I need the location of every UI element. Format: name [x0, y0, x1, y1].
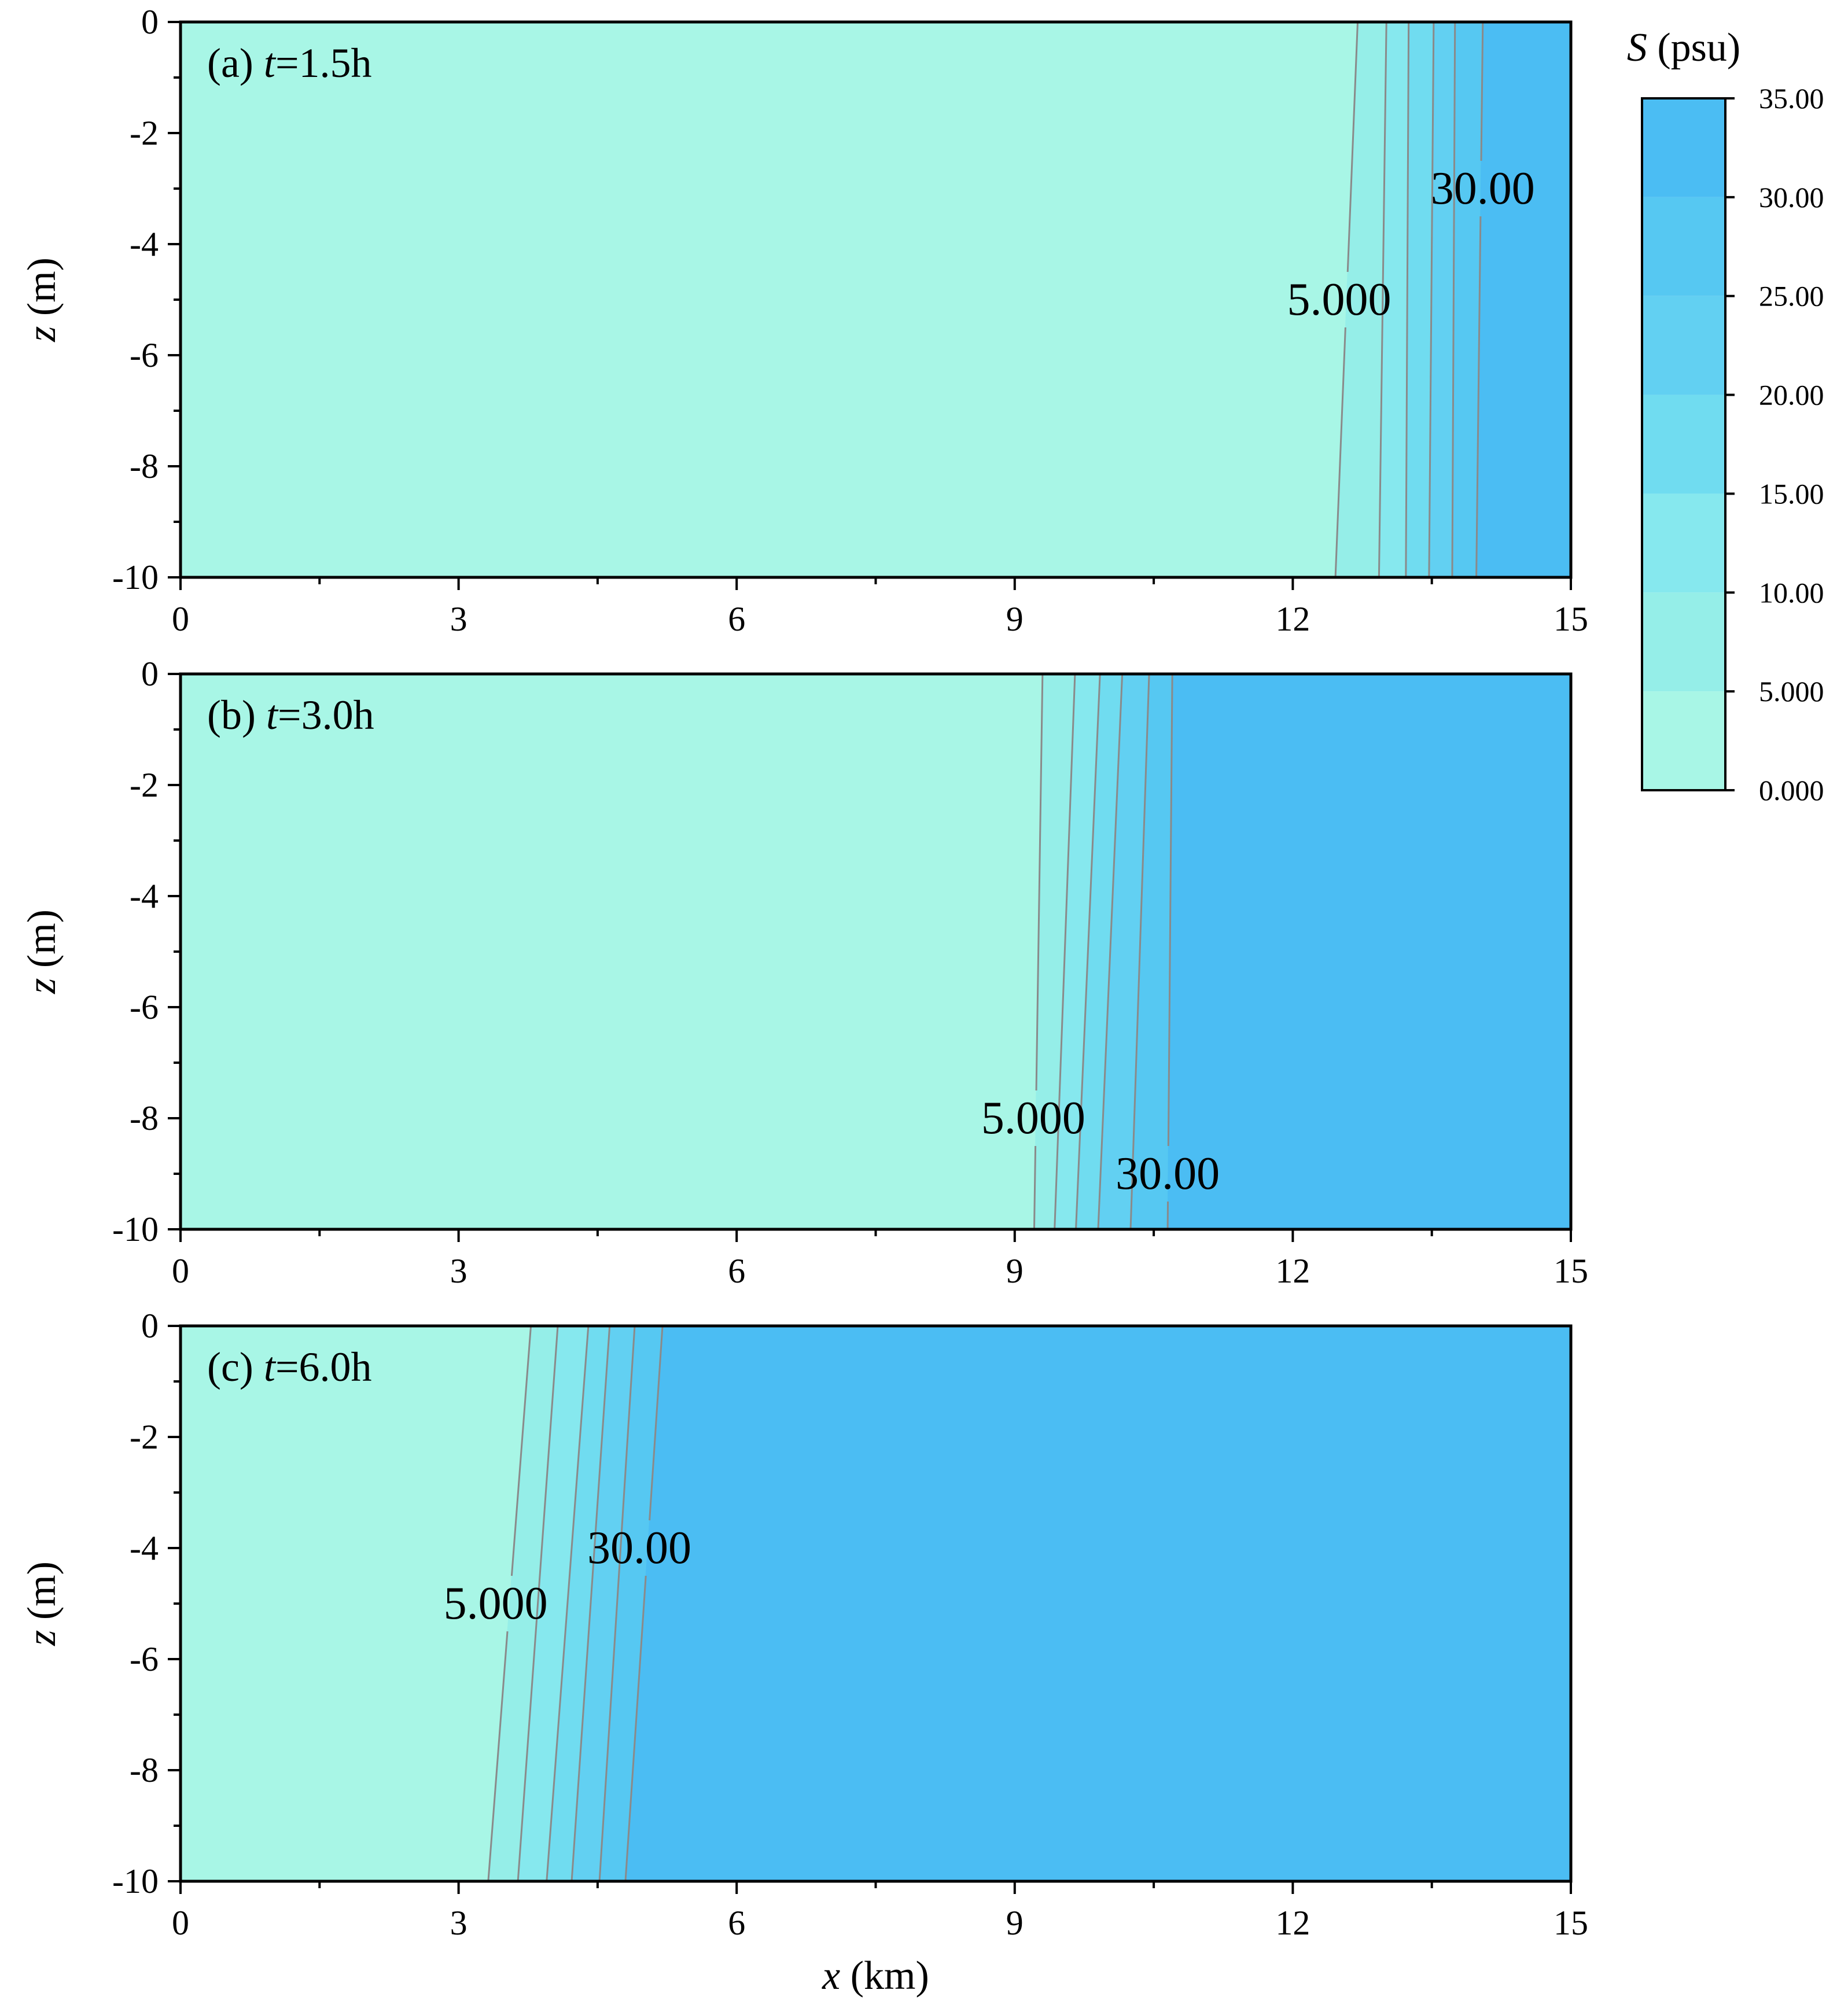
y-tick-label: 0: [141, 3, 159, 41]
x-tick-label: 3: [450, 1904, 467, 1942]
salinity-band-6: [1476, 21, 1571, 578]
colorbar-tick-label: 30.00: [1759, 181, 1824, 213]
colorbar-tick-label: 0.000: [1759, 774, 1824, 806]
y-tick-label: -6: [130, 988, 159, 1026]
x-axis-label: x (km): [822, 1954, 929, 1998]
y-tick-label: -8: [130, 1751, 159, 1789]
x-tick-label: 6: [728, 600, 745, 638]
y-tick-label: -8: [130, 447, 159, 485]
contour-line-15: [1075, 673, 1101, 1230]
x-tick-label: 12: [1275, 600, 1310, 638]
contour-line-25: [598, 1325, 636, 1882]
y-tick-label: -4: [130, 225, 159, 263]
y-tick-label: -10: [112, 1862, 159, 1900]
x-tick-label: 12: [1275, 1904, 1310, 1942]
x-tick-label: 0: [172, 1904, 189, 1942]
contour-line-30: [624, 1325, 664, 1882]
colorbar-tick-label: 15.00: [1759, 477, 1824, 510]
colorbar-tick-label: 5.000: [1759, 675, 1824, 707]
contour-line-20: [570, 1325, 611, 1882]
y-tick-label: -4: [130, 1529, 159, 1567]
colorbar-title: S (psu): [1627, 25, 1740, 70]
contour-line-5: [1033, 673, 1044, 1230]
panel-label: (a) t=1.5h: [207, 40, 372, 86]
contour-line-10: [1054, 673, 1076, 1230]
y-tick-label: -2: [130, 114, 159, 152]
contour-line-30: [1475, 21, 1484, 578]
colorbar-segment: [1642, 493, 1725, 593]
x-tick-label: 3: [450, 600, 467, 638]
salinity-band-0: [180, 21, 1359, 578]
x-tick-label: 15: [1554, 600, 1588, 638]
y-tick-label: 0: [141, 655, 159, 693]
x-tick-label: 6: [728, 1904, 745, 1942]
contour-line-20: [1097, 673, 1124, 1230]
contour-line-15: [546, 1325, 590, 1882]
x-tick-label: 9: [1006, 1252, 1024, 1290]
x-tick-label: 9: [1006, 1904, 1024, 1942]
x-tick-label: 15: [1554, 1252, 1588, 1290]
colorbar-segment: [1642, 691, 1725, 790]
panel-label: (b) t=3.0h: [207, 692, 374, 738]
contour-line-5: [487, 1325, 532, 1882]
colorbar-segment: [1642, 98, 1725, 197]
salinity-band-0: [180, 673, 1043, 1230]
colorbar-frame: [1641, 97, 1726, 791]
salinity-band-6: [625, 1325, 1571, 1882]
colorbar-segment: [1642, 395, 1725, 494]
y-tick-label: -10: [112, 558, 159, 596]
contour-line-25: [1451, 21, 1456, 578]
y-tick-label: -2: [130, 1418, 159, 1456]
panel-label: (c) t=6.0h: [207, 1344, 372, 1390]
contour-label: 30.00: [1431, 163, 1535, 214]
colorbar-segment: [1642, 197, 1725, 296]
y-tick-label: 0: [141, 1307, 159, 1345]
contour-label: 5.000: [1287, 274, 1391, 325]
contour-label: 30.00: [587, 1523, 691, 1573]
x-tick-label: 0: [172, 600, 189, 638]
y-tick-label: -2: [130, 766, 159, 804]
x-tick-label: 12: [1275, 1252, 1310, 1290]
x-tick-label: 9: [1006, 600, 1024, 638]
colorbar-segment: [1642, 296, 1725, 395]
y-tick-label: -6: [130, 1640, 159, 1678]
contour-label: 5.000: [444, 1578, 548, 1629]
contour-line-10: [1378, 21, 1387, 578]
contour-line-15: [1405, 21, 1410, 578]
colorbar-tick-label: 35.00: [1759, 82, 1824, 115]
y-tick-label: -8: [130, 1099, 159, 1137]
x-tick-label: 3: [450, 1252, 467, 1290]
panel-b: 5.000 30.00 0 3 6 9 12 15 0 -2 -4 -6 -8 -10 z (m) (b) t…: [20, 655, 1588, 1290]
colorbar: 0.000 5.000 10.00 15.00 20.00 25.00 30.00 35.00…: [1627, 25, 1824, 806]
colorbar-segment: [1642, 592, 1725, 692]
y-axis-label: z (m): [20, 257, 64, 342]
contour-label: 5.000: [981, 1093, 1085, 1144]
colorbar-tick-label: 25.00: [1759, 280, 1824, 312]
y-tick-label: -6: [130, 336, 159, 374]
y-axis-label: z (m): [20, 1561, 64, 1646]
y-tick-label: -4: [130, 877, 159, 915]
colorbar-tick-label: 20.00: [1759, 379, 1824, 411]
y-axis-label: z (m): [20, 909, 64, 994]
x-tick-label: 6: [728, 1252, 745, 1290]
x-tick-label: 15: [1554, 1904, 1588, 1942]
contour-line-5: [1334, 21, 1359, 578]
panel-a: 5.000 30.00 0 3 6 9 12 15 0 -2 -4 -6 -8 -10 z (m) (a) t…: [20, 3, 1588, 638]
contour-line-30: [1166, 673, 1173, 1230]
contour-line-25: [1129, 673, 1150, 1230]
contour-line-10: [517, 1325, 559, 1882]
y-tick-label: -10: [112, 1210, 159, 1248]
colorbar-tick-label: 10.00: [1759, 576, 1824, 609]
x-tick-label: 0: [172, 1252, 189, 1290]
contour-line-20: [1428, 21, 1435, 578]
salinity-band-6: [1167, 673, 1571, 1230]
panel-c: 5.000 30.00 0 3 6 9 12 15 0 -2 -4 -6 -8 -10 z (m) (c) t…: [20, 1307, 1588, 1942]
contour-label: 30.00: [1116, 1148, 1220, 1199]
